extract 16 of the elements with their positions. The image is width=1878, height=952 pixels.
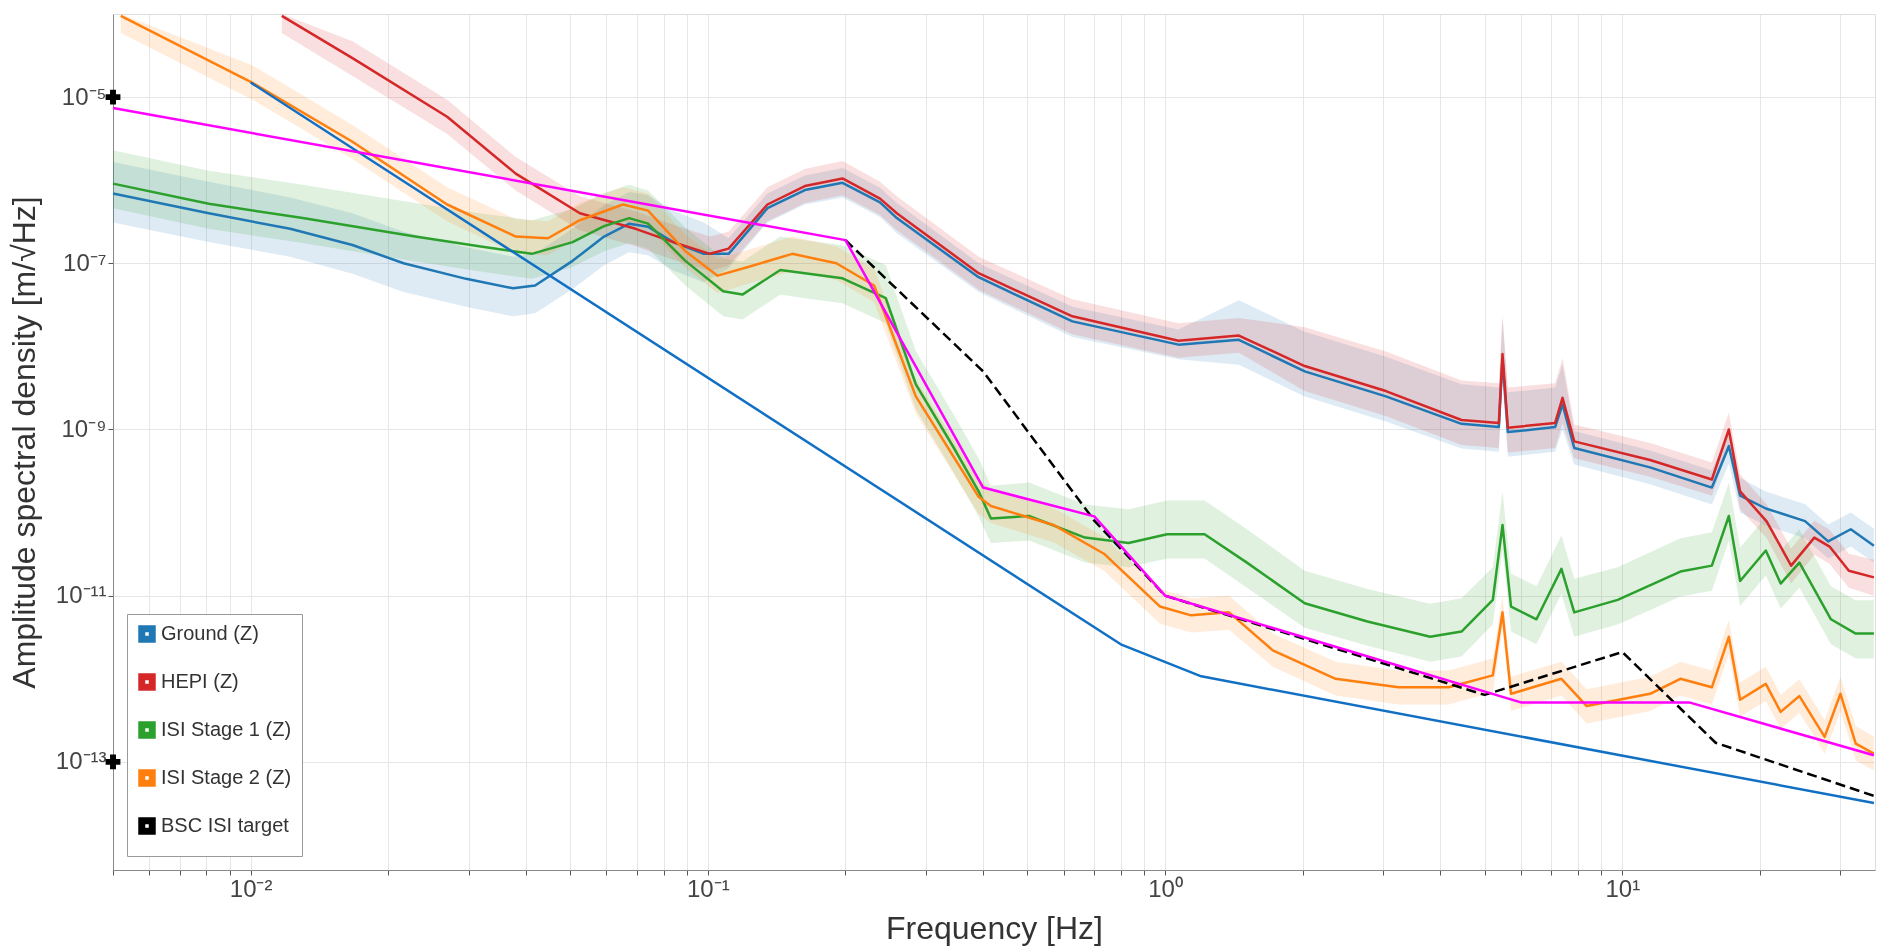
x-tick-label: 10⁻¹ <box>687 874 730 902</box>
y-tick-label: 10⁻⁷ <box>63 248 107 276</box>
legend-label: ISI Stage 1 (Z) <box>161 718 292 740</box>
y-tick-label: 10⁻⁹ <box>61 414 107 442</box>
y-tick-label: 10⁻¹¹ <box>55 581 107 609</box>
legend-label: HEPI (Z) <box>161 670 239 692</box>
x-tick-label: 10⁰ <box>1148 874 1183 902</box>
legend-label: Ground (Z) <box>161 622 259 644</box>
y-axis-title: Amplitude spectral density [m/√Hz] <box>5 196 42 689</box>
x-tick-label: 10¹ <box>1605 874 1641 902</box>
legend-label: ISI Stage 2 (Z) <box>161 766 292 788</box>
x-tick-label: 10⁻² <box>229 874 273 902</box>
legend-label: BSC ISI target <box>161 814 290 836</box>
y-tick-label: 10⁻¹³ <box>55 747 107 775</box>
x-axis-title: Frequency [Hz] <box>886 909 1103 946</box>
y-tick-label: 10⁻⁵ <box>61 82 107 110</box>
